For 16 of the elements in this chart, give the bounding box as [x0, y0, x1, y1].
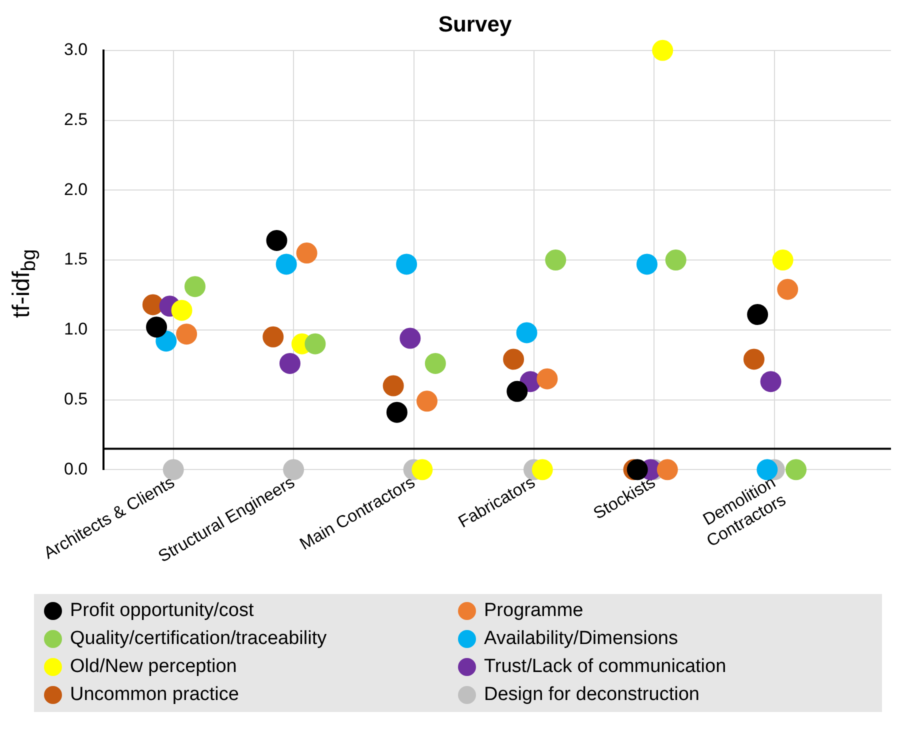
chart-title: Survey [438, 11, 512, 36]
y-tick-label: 2.5 [64, 110, 88, 129]
y-tick-label: 1.5 [64, 250, 88, 269]
legend-label: Profit opportunity/cost [70, 600, 254, 622]
legend-label: Old/New perception [70, 656, 237, 678]
legend-label: Uncommon practice [70, 684, 239, 706]
y-tick-label: 2.0 [64, 180, 88, 199]
legend-label: Quality/certification/traceability [70, 628, 327, 650]
legend-label: Trust/Lack of communication [484, 656, 726, 678]
y-tick-label: 1.0 [64, 320, 88, 339]
legend-label: Availability/Dimensions [484, 628, 678, 650]
y-tick-label: 0.0 [64, 459, 88, 478]
legend-label: Design for deconstruction [484, 684, 700, 706]
y-tick-label: 0.5 [64, 389, 88, 408]
y-tick-label: 3.0 [64, 40, 88, 60]
legend-label: Programme [484, 600, 584, 622]
